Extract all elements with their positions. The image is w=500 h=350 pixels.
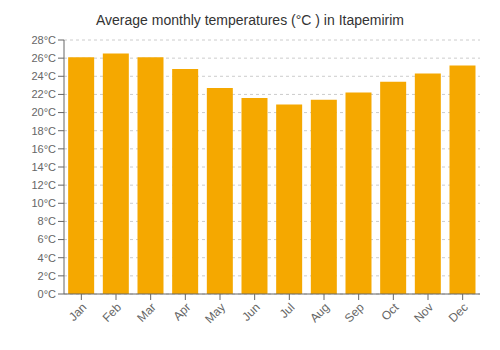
- html-text:Average monthly temperatures (: Average monthly temperatures (°C ) in It…: [96, 12, 404, 28]
- svg-text:8°C: 8°C: [38, 215, 57, 227]
- svg-text:Aug: Aug: [307, 300, 332, 325]
- svg-text:4°C: 4°C: [38, 252, 57, 264]
- svg-text:10°C: 10°C: [31, 197, 56, 209]
- svg-text:Oct: Oct: [378, 300, 402, 324]
- svg-text:12°C: 12°C: [31, 179, 56, 191]
- svg-text:16°C: 16°C: [31, 143, 56, 155]
- svg-text:24°C: 24°C: [31, 70, 56, 82]
- svg-text:22°C: 22°C: [31, 88, 56, 100]
- svg-text:Jun: Jun: [239, 300, 263, 324]
- svg-text:28°C: 28°C: [31, 34, 56, 46]
- svg-text:20°C: 20°C: [31, 106, 56, 118]
- svg-text:14°C: 14°C: [31, 161, 56, 173]
- svg-text:Sep: Sep: [342, 300, 367, 325]
- svg-text:Nov: Nov: [411, 300, 436, 325]
- svg-text:2°C: 2°C: [38, 270, 57, 282]
- svg-text:Jan: Jan: [66, 300, 90, 324]
- svg-text:0°C: 0°C: [38, 288, 57, 300]
- svg-text:Mar: Mar: [134, 300, 159, 325]
- svg-text:Apr: Apr: [170, 300, 193, 323]
- svg-text:18°C: 18°C: [31, 125, 56, 137]
- svg-text:26°C: 26°C: [31, 52, 56, 64]
- svg-text:May: May: [202, 300, 228, 326]
- svg-text:Dec: Dec: [446, 300, 471, 325]
- svg-text:Jul: Jul: [277, 300, 298, 321]
- svg-text:6°C: 6°C: [38, 233, 57, 245]
- svg-text:Feb: Feb: [100, 300, 125, 325]
